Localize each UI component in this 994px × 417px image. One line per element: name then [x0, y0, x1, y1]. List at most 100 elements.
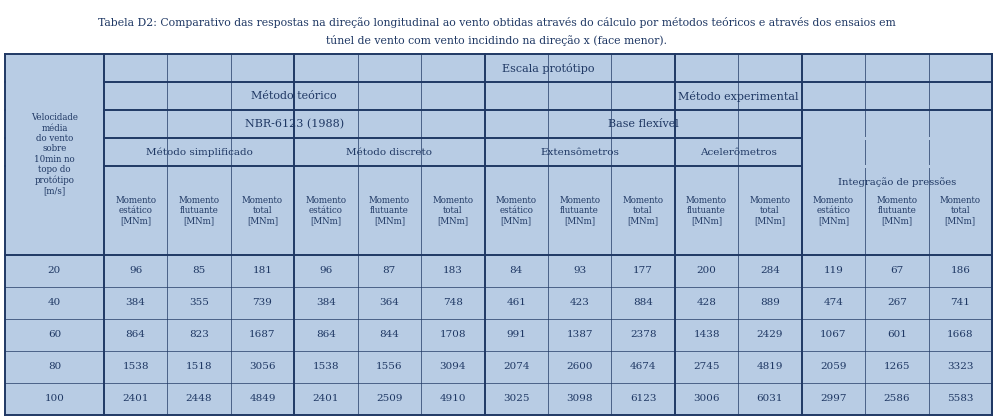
- Text: Momento
flutuante
[MNm]: Momento flutuante [MNm]: [369, 196, 410, 226]
- Text: 844: 844: [380, 330, 400, 339]
- Text: Momento
flutuante
[MNm]: Momento flutuante [MNm]: [686, 196, 727, 226]
- Text: 601: 601: [887, 330, 907, 339]
- Text: 2429: 2429: [756, 330, 783, 339]
- Text: 889: 889: [760, 298, 780, 307]
- Text: 864: 864: [316, 330, 336, 339]
- Text: Momento
total
[MNm]: Momento total [MNm]: [242, 196, 283, 226]
- Text: 40: 40: [48, 298, 61, 307]
- Text: 2401: 2401: [122, 394, 149, 403]
- Text: 1265: 1265: [884, 362, 911, 371]
- Text: 200: 200: [697, 266, 717, 275]
- Text: 2745: 2745: [693, 362, 720, 371]
- Text: 2378: 2378: [630, 330, 656, 339]
- Text: Método simplificado: Método simplificado: [145, 148, 252, 157]
- Text: 2997: 2997: [820, 394, 847, 403]
- Text: Momento
total
[MNm]: Momento total [MNm]: [749, 196, 790, 226]
- Text: Método teórico: Método teórico: [251, 91, 337, 101]
- Text: Método experimental: Método experimental: [678, 91, 798, 102]
- Text: 1538: 1538: [122, 362, 149, 371]
- Text: 3006: 3006: [693, 394, 720, 403]
- Text: 364: 364: [380, 298, 400, 307]
- Text: 384: 384: [316, 298, 336, 307]
- Text: 1538: 1538: [313, 362, 339, 371]
- Text: 1708: 1708: [439, 330, 466, 339]
- Text: 67: 67: [891, 266, 904, 275]
- Text: 2401: 2401: [313, 394, 339, 403]
- Text: 85: 85: [193, 266, 206, 275]
- Text: Momento
flutuante
[MNm]: Momento flutuante [MNm]: [877, 196, 917, 226]
- Text: 4849: 4849: [249, 394, 275, 403]
- Text: 93: 93: [573, 266, 586, 275]
- Text: Momento
estático
[MNm]: Momento estático [MNm]: [496, 196, 537, 226]
- Text: 284: 284: [760, 266, 780, 275]
- Text: 2600: 2600: [567, 362, 592, 371]
- Text: 267: 267: [887, 298, 907, 307]
- Text: Momento
total
[MNm]: Momento total [MNm]: [939, 196, 981, 226]
- Text: 823: 823: [189, 330, 209, 339]
- Text: 186: 186: [950, 266, 970, 275]
- Text: 474: 474: [823, 298, 843, 307]
- Text: 884: 884: [633, 298, 653, 307]
- Text: 739: 739: [252, 298, 272, 307]
- Text: 6031: 6031: [756, 394, 783, 403]
- Text: 87: 87: [383, 266, 396, 275]
- Text: 3025: 3025: [503, 394, 530, 403]
- Text: 1687: 1687: [249, 330, 275, 339]
- Text: 2448: 2448: [186, 394, 213, 403]
- Text: Escala protótipo: Escala protótipo: [502, 63, 594, 74]
- Text: 60: 60: [48, 330, 61, 339]
- Text: 2059: 2059: [820, 362, 847, 371]
- Text: 119: 119: [823, 266, 843, 275]
- Text: Integração de pressões: Integração de pressões: [838, 178, 956, 187]
- Text: 3056: 3056: [249, 362, 275, 371]
- Text: 100: 100: [45, 394, 65, 403]
- Text: Acelerômetros: Acelerômetros: [700, 148, 776, 157]
- Text: 1067: 1067: [820, 330, 847, 339]
- Text: 20: 20: [48, 266, 61, 275]
- Text: 2509: 2509: [376, 394, 403, 403]
- Text: 4819: 4819: [756, 362, 783, 371]
- Text: 96: 96: [129, 266, 142, 275]
- Text: 384: 384: [125, 298, 145, 307]
- Text: 1518: 1518: [186, 362, 213, 371]
- Text: Velocidade
média
do vento
sobre
10min no
topo do
protótipo
[m/s]: Velocidade média do vento sobre 10min no…: [31, 113, 78, 196]
- Text: 177: 177: [633, 266, 653, 275]
- Text: 864: 864: [125, 330, 145, 339]
- Text: 355: 355: [189, 298, 209, 307]
- Text: 5583: 5583: [947, 394, 973, 403]
- Text: 423: 423: [570, 298, 589, 307]
- Text: Método discreto: Método discreto: [346, 148, 432, 157]
- Text: Momento
flutuante
[MNm]: Momento flutuante [MNm]: [179, 196, 220, 226]
- Text: Momento
flutuante
[MNm]: Momento flutuante [MNm]: [560, 196, 600, 226]
- Text: 3323: 3323: [947, 362, 973, 371]
- Text: Momento
total
[MNm]: Momento total [MNm]: [622, 196, 664, 226]
- Text: 2586: 2586: [884, 394, 911, 403]
- Text: Momento
estático
[MNm]: Momento estático [MNm]: [813, 196, 854, 226]
- Text: 3094: 3094: [439, 362, 466, 371]
- Text: Momento
total
[MNm]: Momento total [MNm]: [432, 196, 473, 226]
- Text: 741: 741: [950, 298, 970, 307]
- Text: 991: 991: [506, 330, 526, 339]
- Text: Tabela D2: Comparativo das respostas na direção longitudinal ao vento obtidas at: Tabela D2: Comparativo das respostas na …: [98, 17, 896, 28]
- Text: Extensômetros: Extensômetros: [540, 148, 619, 157]
- Text: 1556: 1556: [376, 362, 403, 371]
- Text: 84: 84: [510, 266, 523, 275]
- Text: 181: 181: [252, 266, 272, 275]
- Text: 461: 461: [506, 298, 526, 307]
- Text: 1438: 1438: [693, 330, 720, 339]
- Text: 3098: 3098: [567, 394, 592, 403]
- Text: 1668: 1668: [947, 330, 973, 339]
- Text: Momento
estático
[MNm]: Momento estático [MNm]: [305, 196, 347, 226]
- Text: 4910: 4910: [439, 394, 466, 403]
- Text: 183: 183: [443, 266, 463, 275]
- Text: túnel de vento com vento incidindo na direção x (face menor).: túnel de vento com vento incidindo na di…: [326, 35, 668, 46]
- Text: 428: 428: [697, 298, 717, 307]
- Text: Momento
estático
[MNm]: Momento estático [MNm]: [115, 196, 156, 226]
- Text: 96: 96: [319, 266, 333, 275]
- Text: 80: 80: [48, 362, 61, 371]
- Text: Base flexível: Base flexível: [607, 119, 679, 129]
- Text: 748: 748: [443, 298, 463, 307]
- Text: 6123: 6123: [630, 394, 656, 403]
- Text: NBR-6123 (1988): NBR-6123 (1988): [245, 119, 344, 130]
- Text: 4674: 4674: [630, 362, 656, 371]
